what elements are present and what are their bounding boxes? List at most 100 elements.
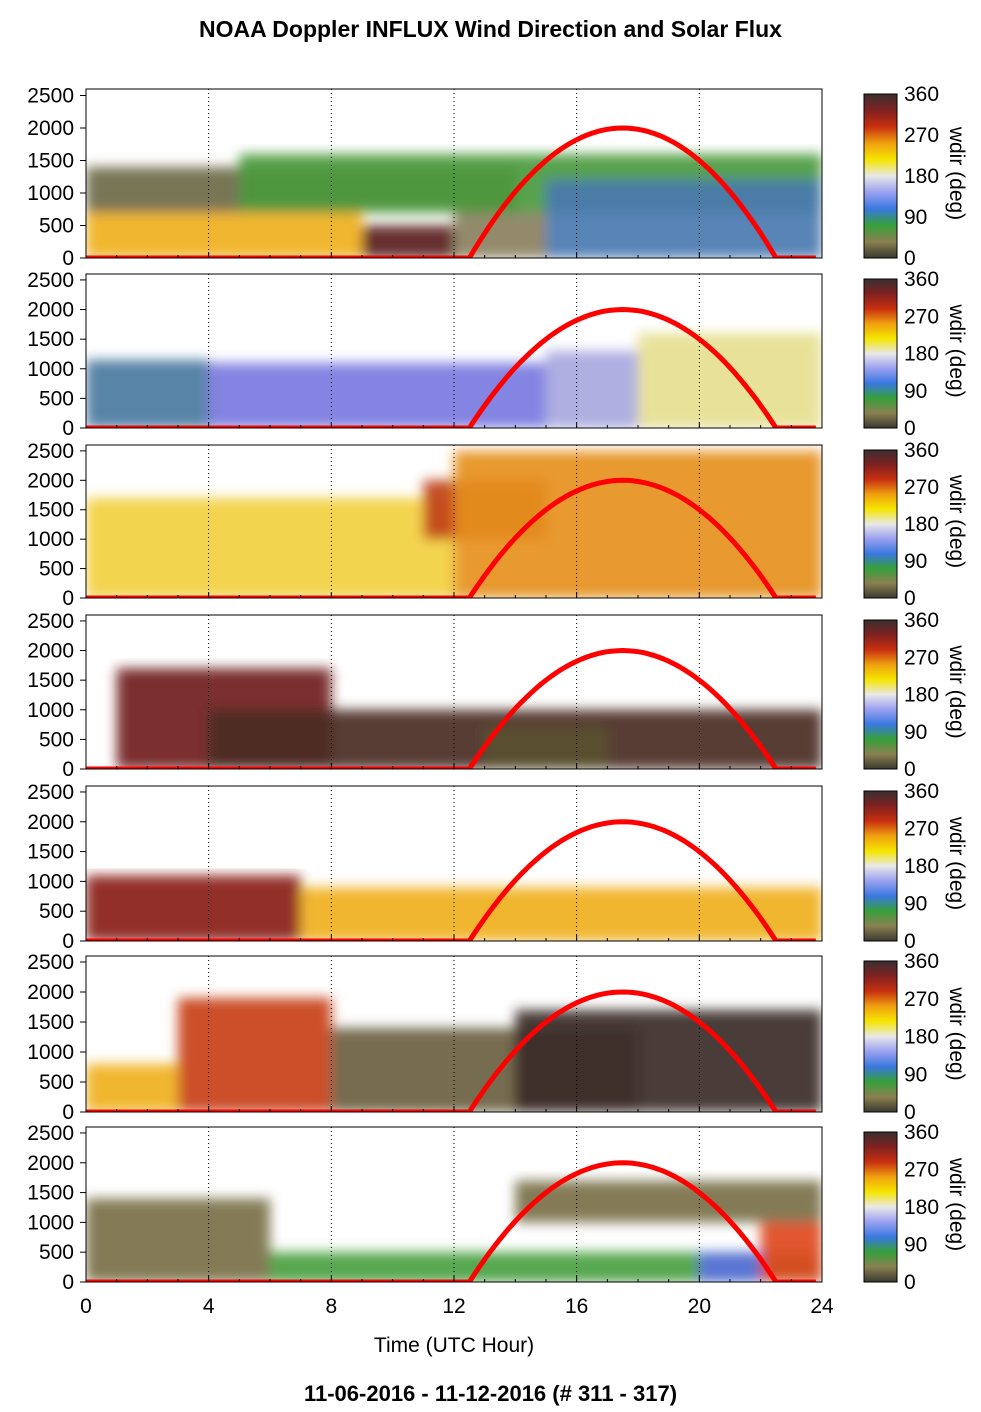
heatmap-region-pale-yellow [86, 497, 454, 598]
solar-flux-curve [86, 989, 816, 1112]
colorbar-tick-label: 270 [904, 305, 939, 328]
colorbar-tick-label: 180 [904, 684, 939, 707]
heatmap-314 [116, 668, 822, 769]
heatmap-region-orange-yellow [300, 887, 822, 941]
heatmap-region-yellow-orange [86, 212, 362, 258]
x-tick-label: 24 [810, 1295, 834, 1318]
y-tick-label: 2500 [27, 85, 74, 108]
heatmap-311 [86, 154, 822, 258]
colorbar-tick-label: 180 [904, 165, 939, 188]
y-tick-label: 1500 [27, 1182, 74, 1205]
colorbar-label: wdir (deg) [945, 816, 968, 910]
colorbar-312: 0 90 180 270 360 wdir (deg) [863, 268, 968, 440]
heatmap-region-dark [515, 1010, 822, 1112]
y-tick-label: 2500 [27, 951, 74, 974]
x-tick-label: 4 [203, 1295, 215, 1318]
y-tick-label: 2000 [27, 469, 74, 492]
panel-315: 0 500 1000 1500 2000 2500 0 90 180 270 360 wdir (de… [27, 780, 968, 953]
y-tick-label: 1000 [27, 528, 74, 551]
heatmap-region-olive-low [454, 212, 546, 258]
heatmap-layer [116, 668, 822, 769]
x-axis-label: Time (UTC Hour) [374, 1334, 534, 1357]
colorbar-tick-label: 270 [904, 646, 939, 669]
x-tick-label: 8 [325, 1295, 337, 1318]
colorbar-tick-label: 90 [904, 1063, 927, 1086]
y-tick-label: 1500 [27, 1011, 74, 1034]
colorbar-tick-label: 90 [904, 206, 927, 229]
heatmap-layer [86, 154, 822, 258]
heatmap-region-orange [454, 450, 822, 598]
colorbar-tick-label: 0 [904, 758, 916, 781]
heatmap-region-blue-green [546, 180, 822, 258]
y-tick-label: 1000 [27, 870, 74, 893]
colorbar-tick-label: 0 [904, 930, 916, 953]
y-tick-label: 1000 [27, 358, 74, 381]
colorbar-tick-label: 180 [904, 343, 939, 366]
solar-flux-curve [86, 125, 816, 258]
colorbar-tick-label: 360 [904, 83, 939, 106]
y-tick-label: 2000 [27, 981, 74, 1004]
y-tick-label: 2000 [27, 811, 74, 834]
colorbar-fill [863, 449, 898, 599]
colorbar-tick-label: 0 [904, 1101, 916, 1124]
y-tick-label: 0 [62, 587, 74, 610]
colorbar-fill [863, 1131, 898, 1283]
y-tick-label: 500 [39, 558, 74, 581]
colorbar-tick-label: 270 [904, 988, 939, 1011]
colorbar-fill [863, 960, 898, 1113]
colorbar-tick-label: 0 [904, 247, 916, 270]
colorbar-tick-label: 180 [904, 1196, 939, 1219]
heatmap-region-olive [484, 727, 608, 769]
heatmap-region-blue [208, 362, 546, 428]
heatmap-layer [86, 333, 822, 428]
colorbar-tick-label: 90 [904, 1234, 927, 1257]
panel-316: 0 500 1000 1500 2000 2500 0 90 180 270 360 wdir (de… [27, 950, 968, 1124]
x-tick-label: 0 [80, 1295, 92, 1318]
colorbar-tick-label: 360 [904, 950, 939, 973]
colorbar-tick-label: 360 [904, 609, 939, 632]
colorbar-tick-label: 270 [904, 1159, 939, 1182]
y-tick-label: 0 [62, 758, 74, 781]
heatmap-layer [86, 998, 822, 1112]
colorbar-315: 0 90 180 270 360 wdir (deg) [863, 780, 968, 953]
y-tick-label: 500 [39, 1241, 74, 1264]
colorbar-tick-label: 180 [904, 1026, 939, 1049]
x-tick-label: 20 [688, 1295, 711, 1318]
colorbar-label: wdir (deg) [945, 126, 968, 220]
y-tick-label: 0 [62, 1271, 74, 1294]
y-tick-label: 1500 [27, 328, 74, 351]
y-tick-label: 500 [39, 1071, 74, 1094]
y-tick-label: 500 [39, 728, 74, 751]
panel-317: 0 500 1000 1500 2000 2500 0 90 180 270 360 wdir (de… [27, 1121, 968, 1294]
heatmap-region-yellow [86, 1064, 178, 1112]
colorbar-label: wdir (deg) [945, 303, 968, 397]
y-tick-label: 0 [62, 417, 74, 440]
y-tick-label: 0 [62, 247, 74, 270]
heatmap-layer [86, 875, 822, 941]
x-axis: 0 4 8 12 16 20 24 Time (UTC Hour) [80, 1295, 834, 1357]
colorbar-tick-label: 0 [904, 587, 916, 610]
y-tick-label: 2000 [27, 640, 74, 663]
panel-311: 0 500 1000 1500 2000 2500 0 90 180 270 360 wdir (de… [27, 83, 968, 270]
date-range-footer: 11-06-2016 - 11-12-2016 (# 311 - 317) [303, 1381, 678, 1406]
heatmap-region-olive [86, 1198, 270, 1282]
x-tick-label: 12 [442, 1295, 465, 1318]
colorbar-tick-label: 270 [904, 476, 939, 499]
heatmap-region-dark-red [86, 875, 301, 941]
y-tick-label: 2500 [27, 269, 74, 292]
y-tick-label: 2500 [27, 440, 74, 463]
colorbar-fill [863, 278, 898, 429]
heatmap-layer [86, 450, 822, 598]
heatmap-region-light-yellow [638, 333, 822, 428]
y-tick-label: 1000 [27, 182, 74, 205]
solar-flux-curve [86, 477, 816, 598]
colorbar-label: wdir (deg) [945, 474, 968, 568]
colorbar-tick-label: 90 [904, 380, 927, 403]
colorbar-tick-label: 180 [904, 855, 939, 878]
colorbar-317: 0 90 180 270 360 wdir (deg) [863, 1121, 968, 1294]
colorbar-316: 0 90 180 270 360 wdir (deg) [863, 950, 968, 1124]
colorbar-311: 0 90 180 270 360 wdir (deg) [863, 83, 968, 270]
colorbar-tick-label: 180 [904, 513, 939, 536]
heatmap-312 [86, 333, 822, 428]
